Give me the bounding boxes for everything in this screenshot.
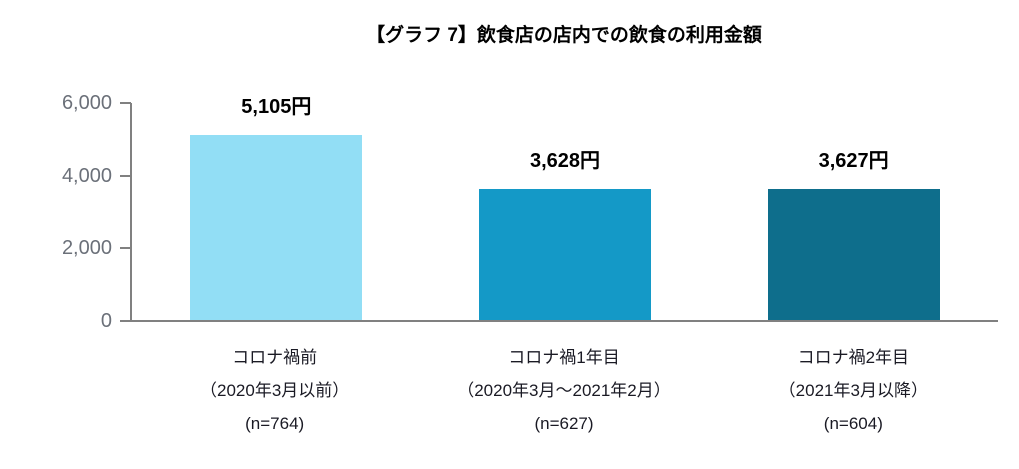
- chart-title: 【グラフ 7】飲食店の店内での飲食の利用金額: [366, 25, 762, 46]
- y-tick-label: 0: [100, 310, 112, 332]
- category-line: （2021年3月以降）: [778, 381, 928, 400]
- y-tick-mark: [120, 102, 131, 104]
- category-axis: コロナ禍前 （2020年3月以前） (n=764) コロナ禍1年目 （2020年…: [130, 341, 998, 440]
- category-line: （2020年3月～2021年2月）: [457, 381, 671, 400]
- y-tick-label: 2,000: [61, 237, 112, 259]
- category-label: コロナ禍前 （2020年3月以前） (n=764): [130, 341, 419, 440]
- bar: [190, 135, 363, 320]
- category-label: コロナ禍1年目 （2020年3月～2021年2月） (n=627): [419, 341, 708, 440]
- plot-area: 5,105円 3,628円 3,627円: [130, 96, 998, 322]
- y-tick-label: 6,000: [61, 92, 112, 114]
- bar-value-label: 3,627円: [818, 150, 889, 172]
- category-line: (n=764): [245, 414, 305, 433]
- category-line: (n=627): [534, 414, 594, 433]
- bar-group: 3,628円: [421, 144, 710, 320]
- y-tick-mark: [120, 175, 131, 177]
- category-line: コロナ禍1年目: [508, 348, 620, 367]
- bar-value-label: 5,105円: [241, 96, 312, 118]
- bar: [478, 189, 651, 320]
- category-line: (n=604): [823, 414, 883, 433]
- y-tick-mark: [120, 247, 131, 249]
- category-line: （2020年3月以前）: [200, 381, 350, 400]
- bar: [767, 189, 940, 320]
- bar-group: 5,105円: [132, 90, 421, 320]
- category-line: コロナ禍2年目: [797, 348, 910, 367]
- y-tick-label: 4,000: [61, 165, 112, 187]
- category-line: コロナ禍前: [232, 348, 318, 367]
- bar-value-label: 3,628円: [529, 150, 601, 172]
- bar-group: 3,627円: [709, 144, 998, 320]
- category-label: コロナ禍2年目 （2021年3月以降） (n=604): [709, 341, 998, 440]
- y-tick-mark: [120, 320, 131, 322]
